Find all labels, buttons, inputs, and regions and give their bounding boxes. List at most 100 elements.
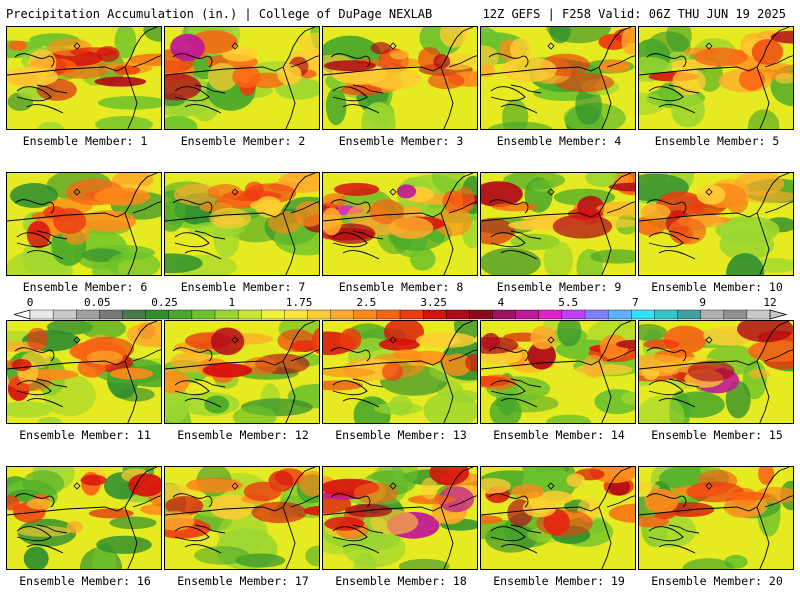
ensemble-member-label: Ensemble Member: 10 (651, 280, 783, 294)
precip-field (323, 173, 477, 275)
precip-field (481, 467, 635, 569)
color-scale-tick-label: 12 (763, 296, 777, 309)
color-scale-swatch (284, 309, 309, 320)
ensemble-member-label: Ensemble Member: 1 (22, 134, 148, 148)
color-scale-legend: 0 0.05 0.25 1 1.75 2.5 3.25 4 5.5 7 9 12 (0, 296, 800, 322)
ensemble-member-map (322, 466, 478, 570)
precip-field (7, 467, 161, 569)
ensemble-member-label: Ensemble Member: 13 (335, 428, 467, 442)
color-scale-swatch (353, 309, 378, 320)
color-scale-swatch (122, 309, 147, 320)
ensemble-member-map (480, 466, 636, 570)
precip-field (481, 321, 635, 423)
color-scale-swatch (723, 309, 748, 320)
ensemble-member-map (6, 466, 162, 570)
ensemble-member-map (164, 466, 320, 570)
color-scale-swatch (214, 309, 239, 320)
ensemble-member-map (322, 320, 478, 424)
color-scale-swatch (584, 309, 609, 320)
precip-field (7, 321, 161, 423)
ensemble-member-map (480, 172, 636, 276)
ensemble-member-label: Ensemble Member: 9 (496, 280, 622, 294)
color-scale-swatch (422, 309, 447, 320)
color-scale-swatch (168, 309, 193, 320)
color-scale-tick-label: 0.25 (151, 296, 178, 309)
ensemble-member-label: Ensemble Member: 3 (338, 134, 464, 148)
ensemble-member-label: Ensemble Member: 2 (180, 134, 306, 148)
ensemble-member-label: Ensemble Member: 6 (22, 280, 148, 294)
ensemble-member-label: Ensemble Member: 12 (177, 428, 309, 442)
precip-field (323, 467, 477, 569)
color-scale-swatch (492, 309, 517, 320)
color-scale-tick-label: 4 (497, 296, 505, 309)
color-scale-swatch (52, 309, 77, 320)
color-scale-swatch (399, 309, 424, 320)
color-scale-tick-label: 5.5 (558, 296, 579, 309)
precip-field (639, 173, 793, 275)
ensemble-member-label: Ensemble Member: 11 (19, 428, 151, 442)
color-scale-swatch (746, 309, 771, 320)
color-scale-tick-label: 2.5 (356, 296, 377, 309)
ensemble-member-label: Ensemble Member: 20 (651, 574, 783, 588)
color-scale-swatch (330, 309, 355, 320)
ensemble-member-map (6, 320, 162, 424)
color-scale-swatch (607, 309, 632, 320)
ensemble-member-map (638, 172, 794, 276)
precip-field (323, 27, 477, 129)
ensemble-member-label: Ensemble Member: 5 (654, 134, 780, 148)
ensemble-member-map (322, 172, 478, 276)
ensemble-member-label: Ensemble Member: 14 (493, 428, 625, 442)
color-scale-swatch (76, 309, 100, 320)
color-scale-swatch (191, 309, 216, 320)
precip-field (481, 173, 635, 275)
color-scale-swatch (469, 309, 494, 320)
ensemble-member-map (638, 26, 794, 130)
ensemble-member-label: Ensemble Member: 7 (180, 280, 306, 294)
ensemble-member-label: Ensemble Member: 19 (493, 574, 625, 588)
ensemble-member-map (638, 466, 794, 570)
model-run-info: 12Z GEFS | F258 Valid: 06Z THU JUN 19 20… (482, 7, 786, 21)
color-scale-tick-label: 3.25 (420, 296, 447, 309)
color-scale-bar (14, 309, 788, 320)
color-scale-swatch (515, 309, 540, 320)
precip-field (639, 467, 793, 569)
ensemble-member-label: Ensemble Member: 8 (338, 280, 464, 294)
color-scale-swatch (700, 309, 725, 320)
color-scale-swatch (307, 309, 332, 320)
precip-field (165, 321, 319, 423)
map-title: Precipitation Accumulation (in.) | Colle… (6, 7, 433, 21)
precip-field (323, 321, 477, 423)
color-scale-tick-label: 7 (632, 296, 639, 309)
ensemble-member-label: Ensemble Member: 4 (496, 134, 622, 148)
color-scale-swatch (145, 309, 170, 320)
color-scale-tick-label: 1 (228, 296, 236, 309)
color-scale-swatch (654, 309, 679, 320)
ensemble-member-map (164, 320, 320, 424)
precip-field (7, 27, 161, 129)
ensemble-member-label: Ensemble Member: 16 (19, 574, 151, 588)
precip-field (165, 467, 319, 569)
color-scale-tick-label: 0.05 (84, 296, 111, 309)
ensemble-member-map (480, 320, 636, 424)
precip-field (481, 27, 635, 129)
color-scale-swatch (29, 309, 54, 320)
color-scale-swatch (631, 309, 655, 320)
color-scale-swatch (446, 309, 470, 320)
color-scale-swatch (237, 309, 262, 320)
color-scale-swatch (561, 309, 586, 320)
ensemble-member-map (6, 26, 162, 130)
ensemble-member-label: Ensemble Member: 15 (651, 428, 783, 442)
precip-field (165, 27, 319, 129)
precip-field (639, 27, 793, 129)
precip-field (165, 173, 319, 275)
color-scale-swatch (376, 309, 401, 320)
ensemble-member-label: Ensemble Member: 18 (335, 574, 467, 588)
ensemble-member-map (164, 26, 320, 130)
color-scale-tick-label: 1.75 (285, 296, 313, 309)
color-scale-swatch (99, 309, 124, 320)
ensemble-member-map (164, 172, 320, 276)
precip-field (639, 321, 793, 423)
color-scale-swatch (538, 309, 563, 320)
ensemble-member-map (322, 26, 478, 130)
color-scale-swatch (261, 309, 285, 320)
